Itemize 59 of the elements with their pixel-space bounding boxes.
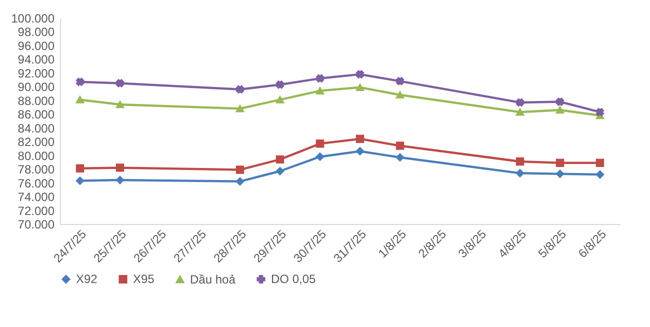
point (596, 158, 604, 167)
point (116, 164, 124, 172)
point (236, 166, 244, 174)
y-tick-label: 94.000 (18, 52, 55, 67)
y-tick-label: 90.000 (18, 80, 55, 94)
point (516, 157, 524, 166)
point (316, 152, 324, 161)
y-tick-label: 96.000 (18, 38, 55, 53)
point (556, 106, 564, 114)
point (236, 177, 244, 186)
point (316, 140, 324, 148)
y-tick-label: 82.000 (18, 135, 55, 150)
point (516, 108, 524, 116)
y-tick-label: 80.000 (18, 148, 55, 163)
point (316, 87, 324, 94)
point (76, 164, 84, 172)
y-tick-label: 86.000 (18, 108, 55, 122)
point (276, 96, 284, 104)
point (356, 134, 364, 143)
point (596, 170, 604, 179)
point (556, 158, 564, 167)
point (116, 79, 124, 88)
point (396, 91, 404, 99)
y-tick-label: 70.000 (18, 218, 55, 232)
point (516, 169, 524, 178)
point (276, 80, 284, 89)
y-tick-label: 72.000 (18, 204, 55, 218)
point (396, 153, 404, 162)
point (276, 167, 284, 176)
point (76, 96, 84, 104)
legend-label: X95 (133, 272, 155, 286)
point (356, 147, 364, 156)
point (396, 77, 404, 86)
y-tick-label: 92.000 (18, 66, 55, 80)
y-tick-label: 76.000 (18, 176, 55, 190)
legend-label: Dầu hoả (190, 272, 236, 286)
legend-label: DO 0,05 (271, 272, 316, 286)
point (556, 170, 564, 178)
point (356, 84, 364, 92)
legend-label: X92 (76, 272, 98, 286)
y-tick-label: 98.000 (18, 25, 55, 40)
point (516, 98, 524, 107)
point (556, 98, 564, 106)
point (396, 142, 404, 150)
point (316, 74, 324, 82)
point (116, 100, 124, 108)
y-tick-label: 100.000 (11, 12, 55, 26)
y-tick-label: 74.000 (18, 190, 55, 204)
point (276, 155, 284, 164)
point (76, 78, 84, 86)
y-tick-label: 84.000 (18, 121, 55, 136)
point (116, 176, 124, 184)
point (76, 176, 84, 185)
point (236, 85, 244, 94)
y-tick-label: 88.000 (18, 94, 55, 108)
point (596, 108, 604, 116)
point (356, 70, 364, 78)
point (236, 104, 244, 112)
y-tick-label: 78.000 (18, 162, 55, 177)
